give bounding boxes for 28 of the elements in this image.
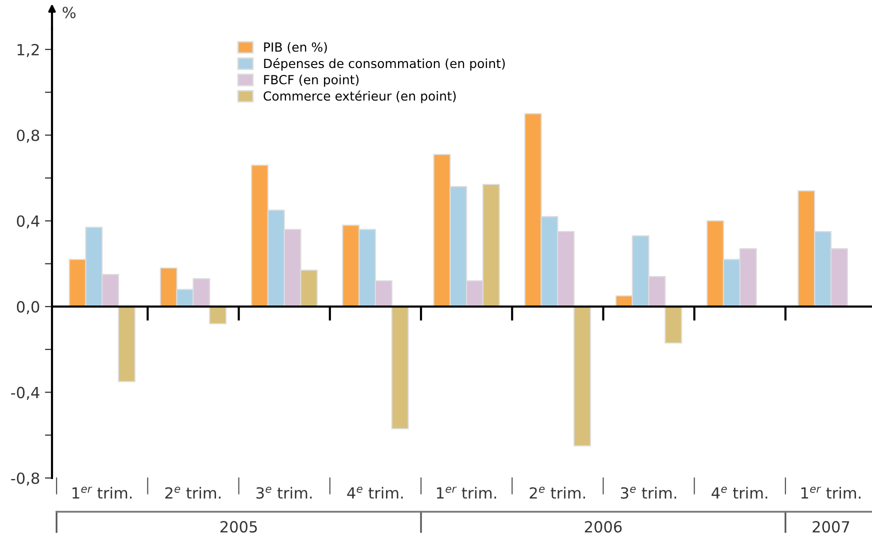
bar	[209, 306, 227, 324]
y-tick-label: 0,0	[16, 301, 40, 314]
bar	[118, 306, 136, 382]
y-tick-label: 0,8	[16, 130, 40, 143]
legend-label: PIB (en %)	[264, 42, 327, 54]
legend-label: FBCF (en point)	[264, 74, 359, 87]
y-tick-label: -0,4	[11, 386, 40, 400]
text: 2005	[220, 521, 257, 533]
x-tick-label: 2$^{e}$ trim.	[530, 486, 585, 499]
legend-label: Commerce extérieur (en point)	[264, 90, 456, 104]
legend-label: Dépenses de consommation (en point)	[264, 58, 505, 71]
y-tick-label: -0,8	[11, 472, 40, 486]
bar	[664, 306, 682, 344]
y-tick-label: 1,2	[18, 44, 39, 58]
x-tick-label: 3$^{e}$ trim.	[620, 486, 676, 499]
x-tick-label: 1$^{er}$ trim.	[72, 486, 132, 499]
y-tick-label: 0,4	[16, 215, 40, 228]
text: 2007	[812, 521, 850, 533]
x-tick-label: 3$^{e}$ trim.	[256, 486, 312, 499]
x-tick-label: 1$^{er}$ trim.	[436, 486, 496, 499]
y-axis-title: %	[62, 6, 76, 18]
bar	[574, 306, 592, 446]
x-tick-label: 4$^{e}$ trim.	[347, 486, 403, 499]
bar	[391, 306, 409, 430]
x-tick-label: 4$^{e}$ trim.	[712, 486, 768, 499]
text: 2006	[584, 521, 622, 533]
x-tick-label: 2$^{e}$ trim.	[165, 486, 221, 499]
x-tick-label: 1$^{er}$ trim.	[801, 486, 860, 499]
